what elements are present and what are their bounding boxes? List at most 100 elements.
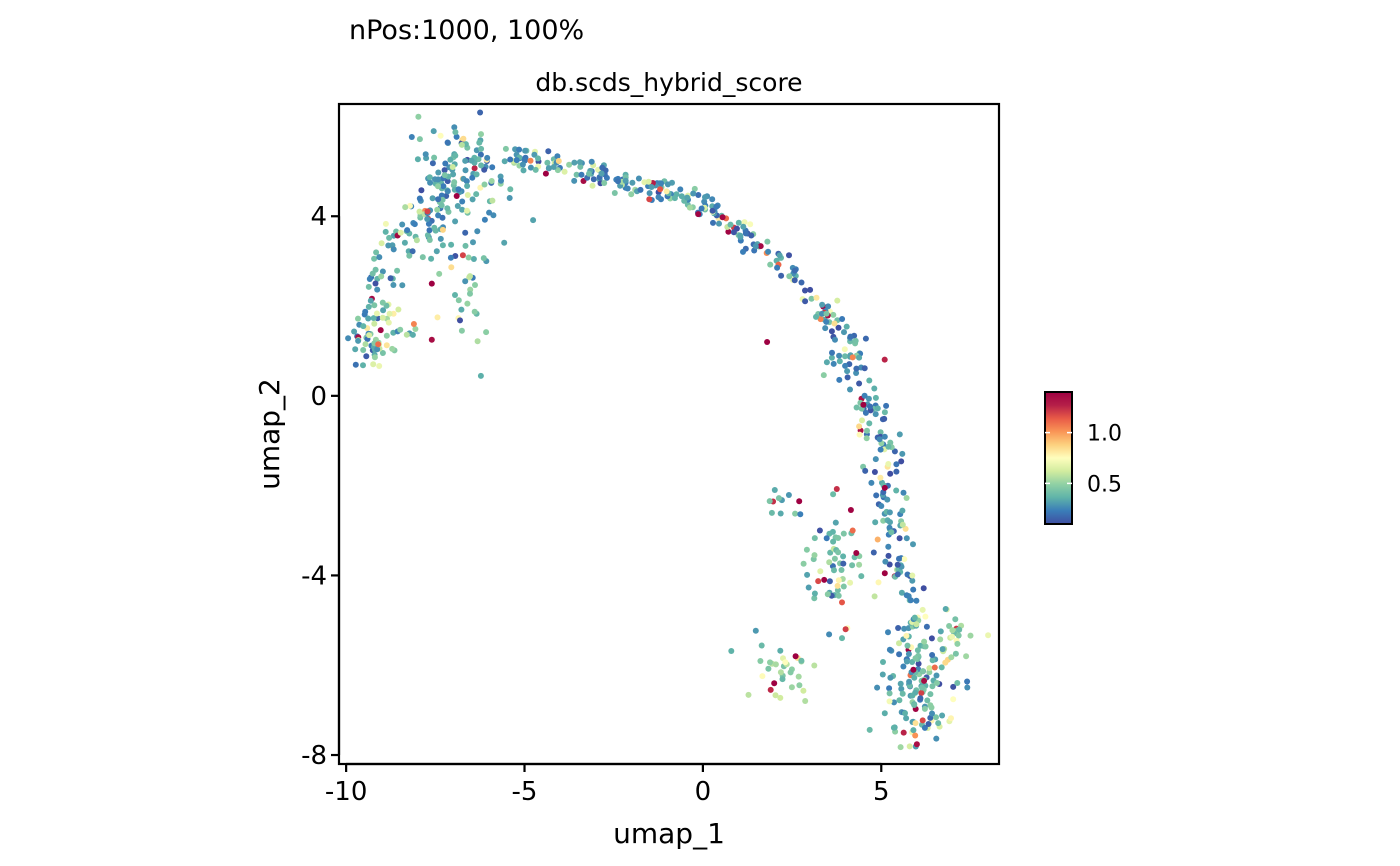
data-point <box>399 221 406 228</box>
data-point <box>531 151 538 158</box>
data-point <box>397 229 404 236</box>
data-point <box>956 626 963 633</box>
data-point <box>462 242 469 249</box>
data-point <box>909 659 916 665</box>
data-point <box>513 157 520 164</box>
data-point <box>813 294 820 301</box>
data-point <box>360 362 366 369</box>
data-point <box>893 487 900 494</box>
data-point <box>831 320 838 327</box>
data-point <box>777 694 784 701</box>
data-point <box>891 699 897 706</box>
data-point <box>839 635 845 642</box>
data-point <box>477 372 484 379</box>
data-point <box>811 535 818 542</box>
data-point <box>459 206 466 213</box>
data-point <box>489 197 496 204</box>
data-point <box>571 177 578 184</box>
data-point <box>690 190 697 197</box>
data-point <box>928 704 935 711</box>
data-point <box>832 519 839 526</box>
data-point <box>823 359 830 366</box>
data-point <box>394 267 401 274</box>
data-point <box>782 659 789 666</box>
data-point <box>853 404 860 411</box>
data-point <box>901 556 908 563</box>
data-point <box>903 592 910 599</box>
data-point <box>826 559 833 566</box>
data-point <box>894 561 901 568</box>
data-point <box>387 275 394 282</box>
y-tick-label: -8 <box>301 741 327 771</box>
data-point <box>462 229 469 236</box>
data-point <box>424 232 431 239</box>
data-point <box>887 470 894 477</box>
data-point <box>474 338 481 345</box>
data-point <box>397 326 404 333</box>
data-point <box>829 528 836 535</box>
data-point <box>424 208 431 215</box>
data-point <box>896 535 903 542</box>
data-point <box>469 174 476 181</box>
data-point <box>856 423 863 430</box>
data-point <box>476 139 483 146</box>
data-point <box>426 227 433 234</box>
data-point <box>917 695 924 702</box>
data-point <box>401 239 408 246</box>
x-tick-label: -10 <box>325 777 367 807</box>
data-point <box>464 207 470 214</box>
data-point <box>967 632 974 639</box>
data-point <box>817 568 824 575</box>
data-point <box>862 467 869 474</box>
data-point <box>453 133 460 140</box>
data-point <box>725 228 732 235</box>
data-point <box>486 209 493 216</box>
data-point <box>877 446 884 453</box>
data-point <box>439 226 446 233</box>
data-point <box>881 356 888 363</box>
data-point <box>933 735 940 742</box>
data-point <box>817 316 824 323</box>
data-point <box>516 146 523 153</box>
data-point <box>573 171 580 178</box>
data-point <box>637 186 644 193</box>
data-point <box>950 696 957 703</box>
data-point <box>363 353 370 360</box>
data-point <box>677 186 684 193</box>
data-point <box>898 589 905 596</box>
data-point <box>477 109 484 116</box>
data-point <box>823 310 830 317</box>
data-point <box>588 158 595 165</box>
data-point <box>601 180 608 186</box>
data-point <box>844 368 851 375</box>
data-point <box>863 435 870 442</box>
data-point <box>542 170 549 177</box>
data-point <box>829 349 835 356</box>
data-point <box>484 154 491 161</box>
data-point <box>918 690 925 696</box>
data-point <box>376 363 383 369</box>
data-point <box>834 587 841 594</box>
data-point <box>826 631 833 638</box>
data-point <box>458 141 465 148</box>
data-point <box>813 313 819 320</box>
data-point <box>926 665 933 672</box>
data-point <box>501 239 508 246</box>
data-point <box>365 315 372 322</box>
data-point <box>866 420 873 427</box>
data-point <box>386 234 393 241</box>
data-point <box>915 660 922 667</box>
data-point <box>355 315 361 322</box>
data-point <box>458 327 465 334</box>
data-point <box>414 156 421 163</box>
data-point <box>416 195 423 202</box>
data-point <box>792 510 799 517</box>
data-point <box>949 633 956 640</box>
data-point <box>776 252 783 259</box>
data-point <box>847 333 854 340</box>
data-point <box>740 223 747 230</box>
data-point <box>886 524 893 531</box>
data-point <box>856 561 863 568</box>
data-point <box>352 361 359 368</box>
data-point <box>470 256 477 262</box>
